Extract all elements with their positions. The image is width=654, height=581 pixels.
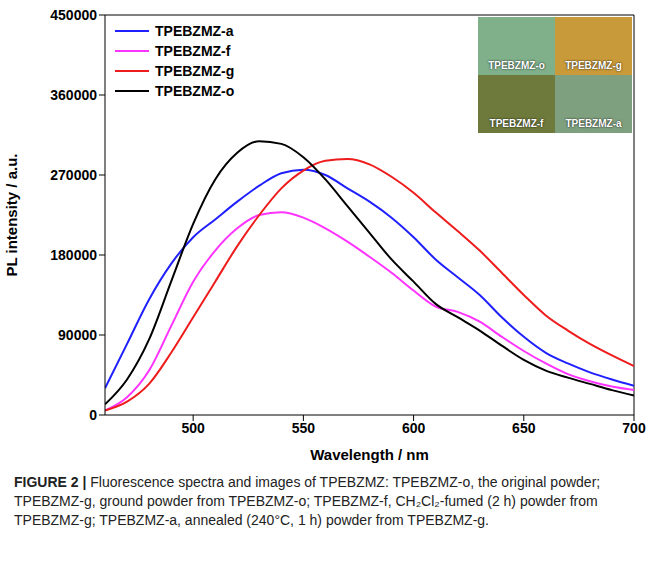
html-text:TPEBZMZ-o: TPEBZMZ-o xyxy=(488,60,545,71)
html-text:TPEBZMZ-a: TPEBZMZ-a xyxy=(155,23,234,39)
html-text:TPEBZMZ-o: TPEBZMZ-o xyxy=(155,83,235,99)
html-text:TPEBZMZ-g: TPEBZMZ-g xyxy=(565,60,622,71)
svg-text:90000: 90000 xyxy=(58,327,97,343)
svg-text:600: 600 xyxy=(402,420,426,436)
html-text:FIGURE 2 | Fluorescence spectr: FIGURE 2 | Fluorescence spectra and imag… xyxy=(14,474,601,528)
html-text:TPEBZMZ-f: TPEBZMZ-f xyxy=(489,118,544,129)
html-text:TPEBZMZ-g: TPEBZMZ-g xyxy=(155,63,235,79)
svg-text:650: 650 xyxy=(512,420,536,436)
svg-text:0: 0 xyxy=(89,407,97,423)
svg-text:450000: 450000 xyxy=(50,7,97,23)
svg-text:PL intensity / a.u.: PL intensity / a.u. xyxy=(3,153,20,276)
svg-text:700: 700 xyxy=(622,420,646,436)
html-text:TPEBZMZ-a: TPEBZMZ-a xyxy=(565,118,622,129)
svg-text:Wavelength / nm: Wavelength / nm xyxy=(310,446,429,463)
html-text:TPEBZMZ-f: TPEBZMZ-f xyxy=(155,43,231,59)
svg-text:360000: 360000 xyxy=(50,87,97,103)
svg-text:270000: 270000 xyxy=(50,167,97,183)
svg-text:500: 500 xyxy=(181,420,205,436)
svg-text:180000: 180000 xyxy=(50,247,97,263)
svg-text:550: 550 xyxy=(292,420,316,436)
